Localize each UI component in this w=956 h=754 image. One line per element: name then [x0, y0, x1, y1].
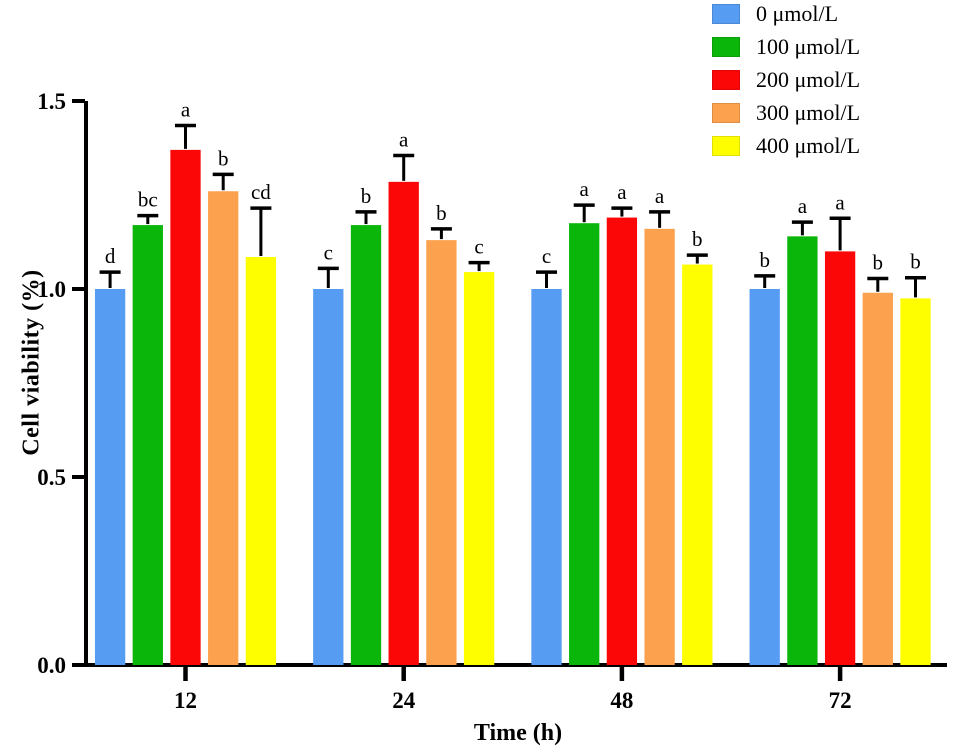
bar — [388, 181, 419, 665]
bar — [644, 228, 675, 665]
significance-letter: bc — [138, 188, 158, 212]
significance-letter: c — [474, 235, 483, 259]
y-tick-label: 1.0 — [37, 277, 66, 302]
significance-letter: b — [873, 250, 884, 274]
legend-label-0umol: 0 μmol/L — [756, 1, 839, 26]
y-tick-label: 0.5 — [37, 465, 66, 490]
bar — [170, 149, 201, 665]
x-tick-label: 12 — [174, 688, 197, 713]
significance-letter: a — [835, 190, 845, 214]
bar — [463, 272, 495, 665]
legend-swatch-400umol-icon — [712, 136, 740, 156]
bar — [132, 225, 163, 665]
significance-letter: cd — [251, 180, 271, 204]
x-tick-label: 48 — [610, 688, 633, 713]
significance-letter: b — [361, 184, 372, 208]
chart-legend: 0 μmol/L 100 μmol/L 200 μmol/L 300 μmol/… — [712, 1, 861, 169]
bar — [862, 292, 893, 665]
y-tick-label: 1.5 — [37, 89, 66, 114]
bar — [749, 289, 780, 665]
bar — [682, 264, 713, 665]
significance-letter: a — [580, 177, 590, 201]
legend-swatch-0umol-icon — [712, 4, 740, 24]
significance-letter: a — [399, 128, 409, 152]
legend-swatch-300umol-icon — [712, 103, 740, 123]
x-tick-label: 72 — [829, 688, 852, 713]
bar — [606, 217, 638, 665]
significance-letter: b — [436, 201, 447, 225]
y-tick-label: 0.0 — [37, 653, 66, 678]
legend-item-200umol: 200 μmol/L — [712, 67, 861, 92]
significance-letter: a — [798, 194, 808, 218]
legend-item-300umol: 300 μmol/L — [712, 100, 861, 125]
bar — [426, 240, 457, 665]
legend-item-0umol: 0 μmol/L — [712, 1, 860, 26]
legend-item-400umol: 400 μmol/L — [712, 133, 861, 158]
bar — [94, 289, 126, 665]
significance-letter: c — [542, 244, 551, 268]
significance-letter: c — [324, 240, 333, 264]
significance-letter: a — [655, 184, 665, 208]
bar — [787, 236, 818, 666]
significance-letter: b — [910, 250, 921, 274]
bar — [245, 257, 277, 665]
significance-letter: a — [181, 97, 191, 121]
bar — [824, 251, 856, 665]
significance-letter: a — [617, 180, 627, 204]
legend-label-300umol: 300 μmol/L — [756, 100, 861, 125]
bar — [350, 225, 382, 665]
significance-letter: b — [218, 146, 229, 170]
bar — [208, 191, 239, 666]
legend-label-400umol: 400 μmol/L — [756, 133, 861, 158]
bar — [313, 289, 344, 665]
legend-label-100umol: 100 μmol/L — [756, 34, 861, 59]
bar — [900, 298, 931, 665]
legend-swatch-200umol-icon — [712, 70, 740, 90]
significance-letter: b — [692, 227, 703, 251]
legend-item-100umol: 100 μmol/L — [712, 34, 861, 59]
x-axis-title: Time (h) — [473, 720, 563, 746]
significance-letter: d — [105, 244, 116, 268]
legend-label-200umol: 200 μmol/L — [756, 67, 861, 92]
y-axis-title: Cell viability (%) — [18, 269, 45, 456]
x-tick-label: 24 — [392, 688, 416, 713]
significance-letter: b — [759, 248, 770, 272]
legend-swatch-100umol-icon — [712, 37, 740, 57]
bar — [569, 223, 600, 665]
bar — [531, 289, 562, 665]
